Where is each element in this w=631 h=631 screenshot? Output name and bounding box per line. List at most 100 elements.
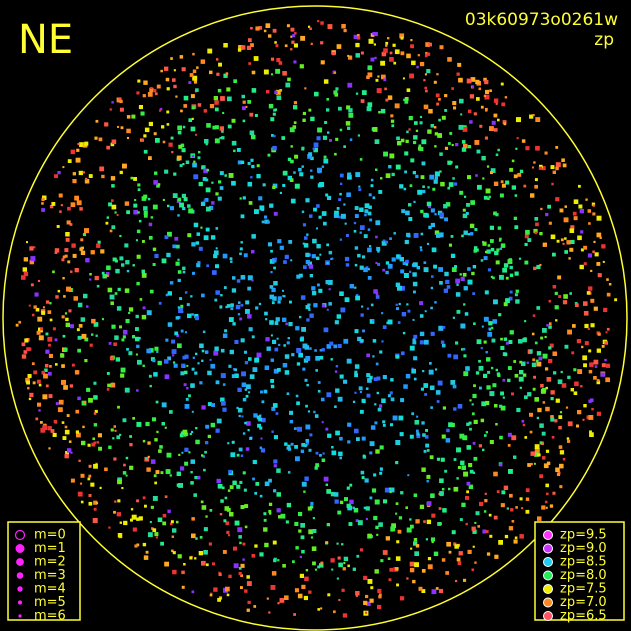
star [180,431,183,434]
star [482,177,485,180]
star [317,381,321,384]
star [405,210,410,216]
star [304,576,309,582]
star [149,87,154,92]
star [489,534,493,538]
star [513,360,517,363]
star [483,316,489,322]
star [341,588,345,592]
star [322,135,328,140]
star [268,103,274,109]
star [319,355,324,360]
star [355,293,359,297]
star [463,354,467,358]
star [532,387,536,391]
star [161,125,165,129]
star [108,202,113,207]
star [251,279,254,282]
star [542,328,547,333]
star [370,586,374,590]
star [492,276,495,280]
star [421,569,426,573]
star [198,151,201,154]
star [378,595,382,599]
star [316,204,320,208]
star [130,518,133,522]
star [57,407,63,413]
star [305,198,310,203]
star [425,89,428,93]
star [323,476,329,482]
star [474,561,477,564]
star [567,439,571,443]
star [444,217,448,222]
star [495,423,498,426]
star [293,613,296,616]
star [45,300,50,304]
star [240,338,245,343]
star [191,242,196,247]
star [391,124,395,128]
zp-label: zp=9.5 [560,528,607,543]
star [199,536,203,539]
star [463,286,468,291]
star [31,313,35,317]
star [313,147,318,153]
star [205,187,211,193]
star [290,442,294,446]
star [513,174,518,179]
star [81,246,84,250]
star [355,594,358,597]
star [141,196,147,201]
star [448,142,451,145]
star [191,517,195,521]
star [379,467,383,471]
star [333,90,338,95]
star [468,484,474,489]
star [121,487,124,490]
star [527,463,531,467]
star [131,514,137,520]
star [444,94,448,98]
star [395,440,401,445]
star [319,454,322,457]
star [233,79,237,83]
star [579,208,584,214]
star [50,429,55,433]
star [66,286,71,292]
star [327,131,330,134]
star [143,149,148,154]
star [77,396,81,401]
star [311,290,317,296]
star [92,437,95,441]
star [178,308,183,314]
star [359,548,364,552]
star [317,283,320,287]
star [604,341,608,345]
star [507,444,511,447]
star [482,241,487,246]
star [573,368,577,372]
star [340,182,343,185]
star [536,264,541,269]
star [486,249,491,254]
star [240,454,244,457]
star [364,209,369,214]
zp-label: zp=8.0 [560,568,607,583]
star [403,98,406,101]
star [122,471,127,475]
star [120,373,125,378]
star [304,87,307,90]
star [29,259,35,265]
star [147,455,150,458]
star [181,570,185,575]
star [459,518,463,522]
star [240,505,245,509]
star [120,126,124,130]
star [222,407,227,412]
star [424,393,428,396]
star [106,216,109,219]
star [221,130,224,133]
star [357,336,362,342]
star [45,349,50,354]
